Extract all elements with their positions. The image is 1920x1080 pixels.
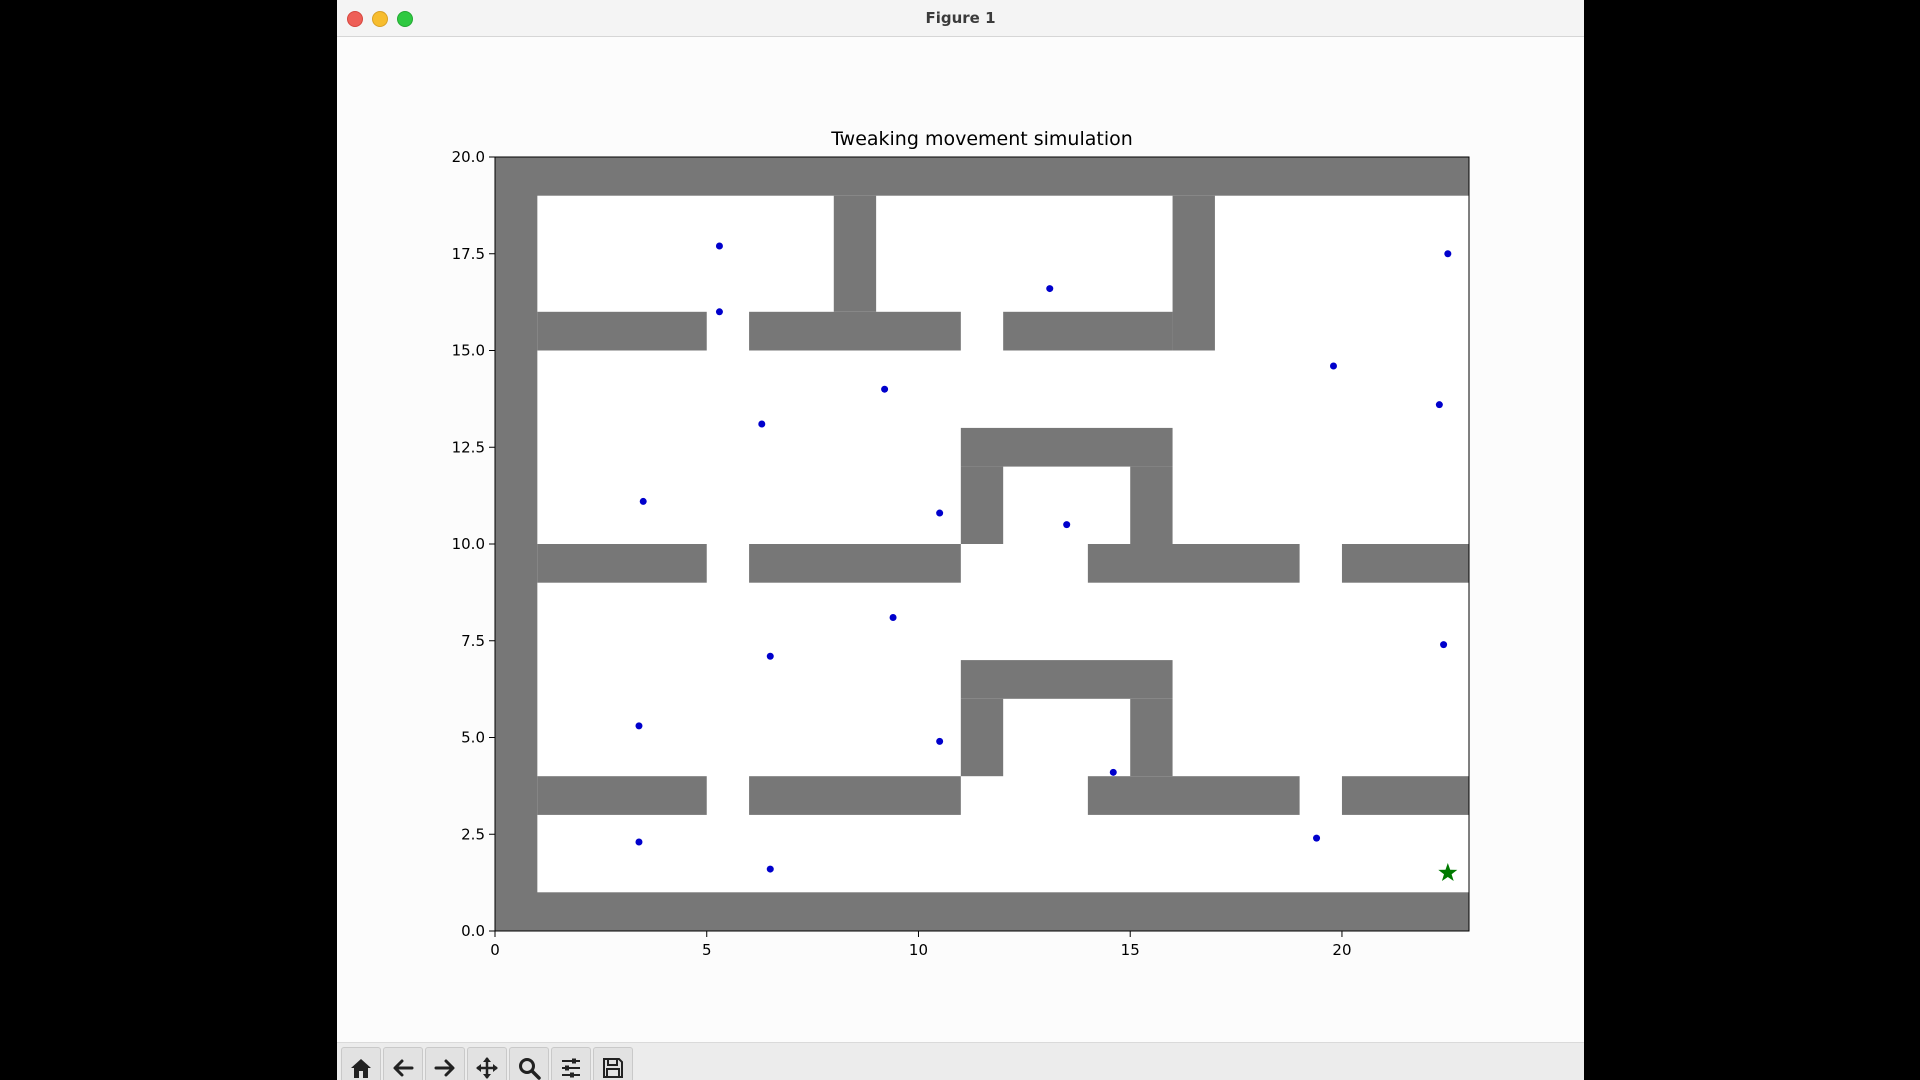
y-tick-label: 12.5: [452, 438, 485, 456]
maze-wall: [1130, 466, 1173, 544]
maze-wall: [537, 776, 707, 815]
agent-dot: [1440, 641, 1448, 649]
agent-dot: [889, 614, 897, 622]
agent-dot: [881, 385, 889, 393]
arrow-right-icon: [434, 1059, 455, 1077]
maze-wall: [960, 698, 1004, 777]
maze-wall: [960, 660, 1173, 699]
agent-dot: [639, 497, 647, 505]
maze-wall: [1087, 776, 1300, 815]
maze-wall: [495, 157, 1469, 196]
agent-dot: [715, 308, 723, 316]
maze-wall: [833, 195, 877, 312]
window-title: Figure 1: [925, 9, 996, 27]
close-window-button[interactable]: [347, 11, 363, 27]
x-tick-label: 10: [909, 941, 928, 959]
y-tick-label: 0.0: [461, 922, 485, 940]
maze-wall: [960, 427, 1173, 467]
agent-dot: [936, 509, 944, 517]
floppy-disk-icon: [603, 1058, 623, 1078]
agent-dot: [1329, 362, 1337, 370]
y-tick-label: 10.0: [452, 535, 485, 553]
save-button[interactable]: [593, 1047, 633, 1080]
forward-button[interactable]: [425, 1047, 465, 1080]
goal-star-marker: [1438, 863, 1458, 881]
home-icon: [351, 1059, 371, 1078]
agent-dot: [1063, 521, 1071, 529]
pan-button[interactable]: [467, 1047, 507, 1080]
y-tick-label: 2.5: [461, 825, 485, 843]
maze-plot: 0 5 10 15 20 0.0 2.5 5.0 7.5 10.0 12.5 15.0 17.5 20.0…: [452, 128, 1470, 959]
agent-dot: [758, 420, 766, 428]
maze-wall: [1087, 544, 1300, 583]
maze-wall: [1130, 698, 1173, 777]
sliders-icon: [562, 1058, 580, 1078]
y-tick-label: 17.5: [452, 245, 485, 263]
agent-dot: [1313, 834, 1321, 842]
maximize-window-button[interactable]: [397, 11, 413, 27]
arrow-left-icon: [393, 1059, 414, 1077]
maze-wall: [1003, 311, 1173, 351]
maze-wall: [749, 776, 961, 815]
navigation-toolbar: [337, 1042, 1584, 1080]
x-tick-label: 20: [1332, 941, 1351, 959]
y-tick-label: 7.5: [461, 632, 485, 650]
magnifier-icon: [519, 1058, 541, 1080]
title-bar[interactable]: Figure 1: [337, 0, 1584, 37]
y-tick-label: 15.0: [452, 342, 485, 360]
agent-dot: [766, 865, 774, 873]
maze-wall: [495, 892, 1469, 931]
configure-subplots-button[interactable]: [551, 1047, 591, 1080]
maze-wall: [537, 544, 707, 583]
maze-wall: [749, 544, 961, 583]
minimize-window-button[interactable]: [372, 11, 388, 27]
maze-wall: [1172, 195, 1215, 351]
agent-dot: [1444, 250, 1452, 258]
figure-window: Figure 1 0 5 10 15 20 0.0 2.5 5.0 7.5 10.0 12.5 15.…: [337, 0, 1584, 1080]
agent-dot: [1046, 285, 1054, 293]
maze-wall: [749, 311, 961, 351]
back-button[interactable]: [383, 1047, 423, 1080]
maze-wall: [495, 157, 538, 931]
maze-wall: [537, 311, 707, 351]
y-tick-label: 5.0: [461, 729, 485, 747]
x-tick-label: 0: [490, 941, 500, 959]
agent-dot: [1435, 401, 1443, 409]
maze-wall: [1341, 544, 1469, 583]
agent-dot: [766, 652, 774, 660]
agent-dot: [635, 838, 643, 846]
agent-dot: [635, 722, 643, 730]
zoom-button[interactable]: [509, 1047, 549, 1080]
agent-dot: [1109, 768, 1117, 776]
y-tick-label: 20.0: [452, 148, 485, 166]
home-button[interactable]: [341, 1047, 381, 1080]
maze-wall: [960, 466, 1004, 544]
x-tick-label: 5: [702, 941, 712, 959]
figure-canvas[interactable]: 0 5 10 15 20 0.0 2.5 5.0 7.5 10.0 12.5 15.0 17.5 20.0…: [337, 37, 1584, 1042]
move-arrows-icon: [476, 1057, 498, 1079]
agent-dot: [715, 242, 723, 250]
chart-title: Tweaking movement simulation: [830, 128, 1133, 150]
walls-group: [495, 157, 1469, 931]
agent-dot: [936, 737, 944, 745]
x-tick-label: 15: [1121, 941, 1140, 959]
maze-wall: [1341, 776, 1469, 815]
